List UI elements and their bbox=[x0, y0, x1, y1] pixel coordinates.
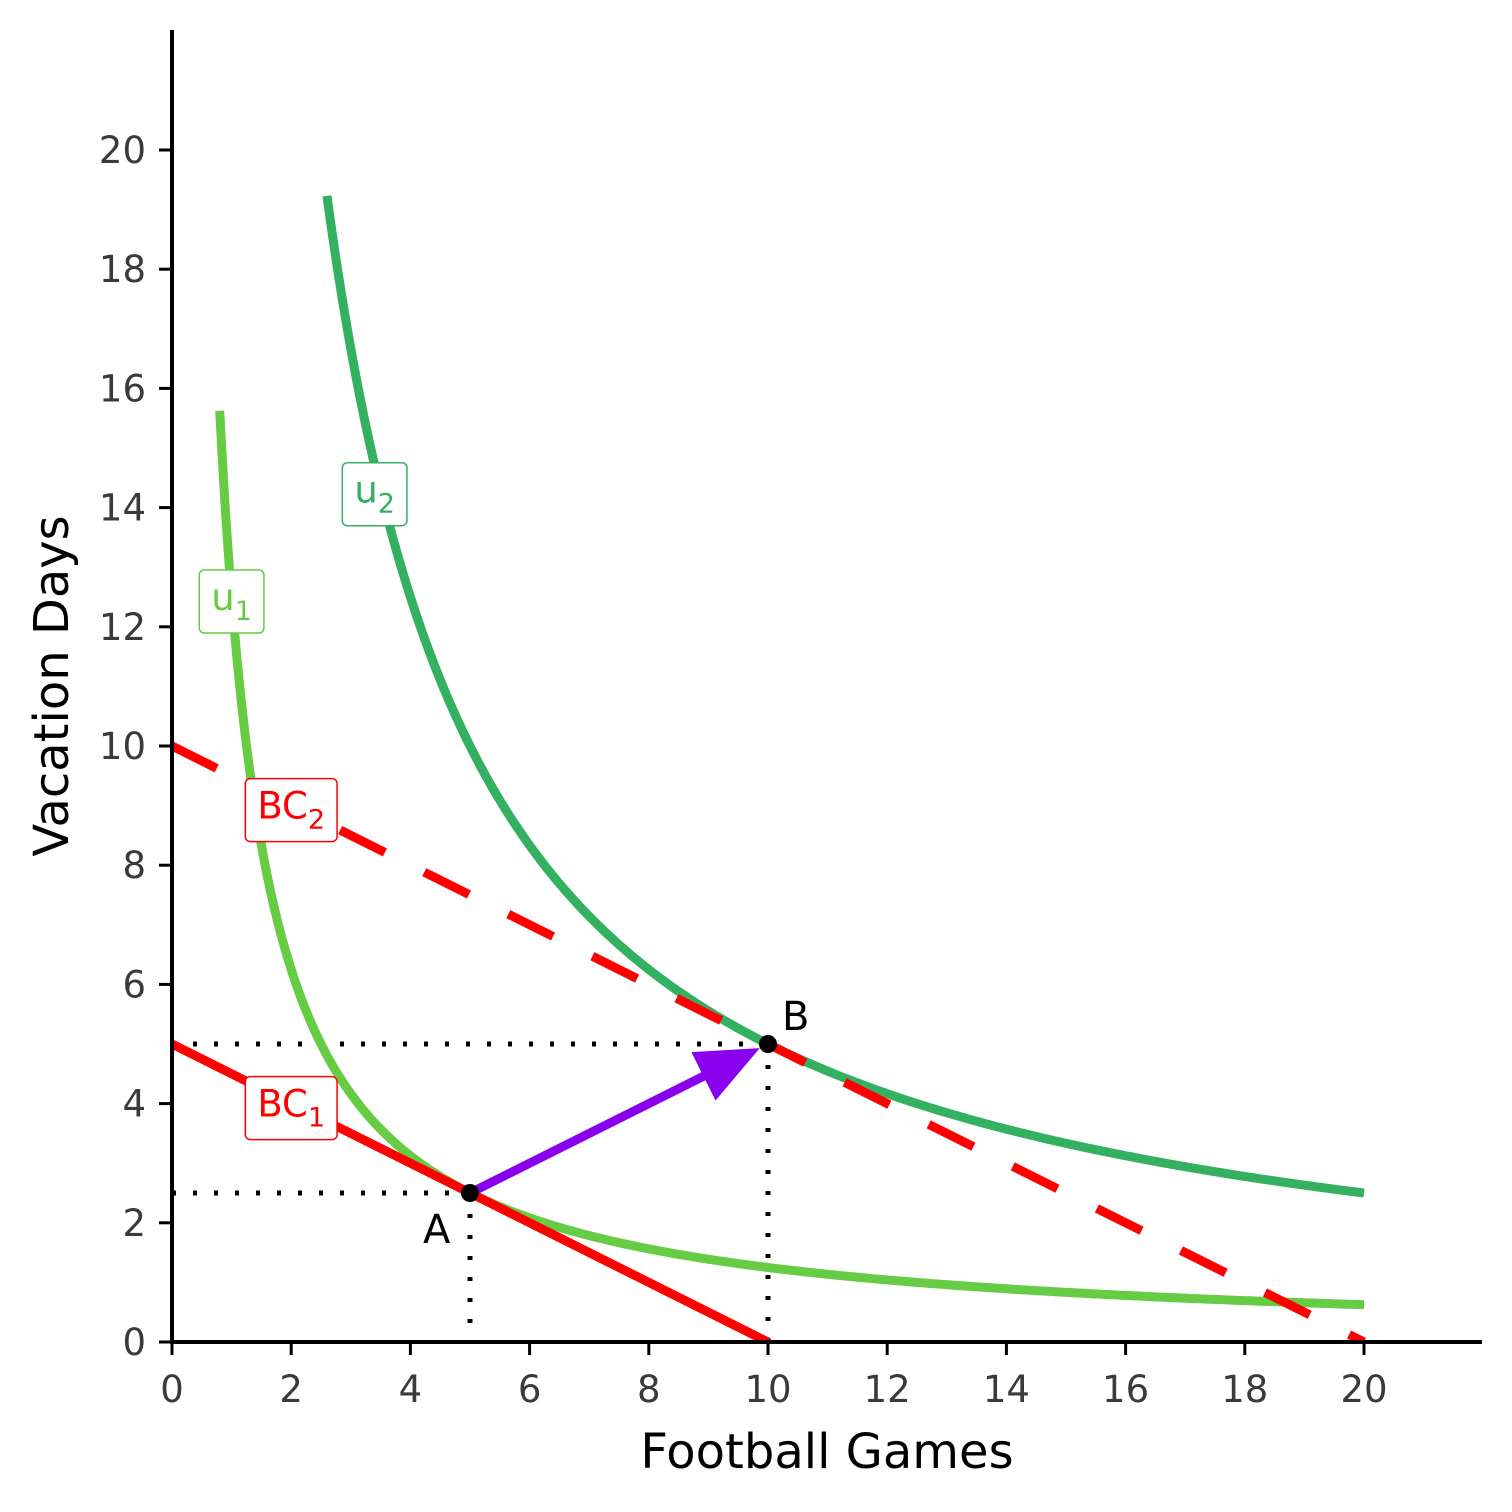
u1-label-text: u1 bbox=[211, 576, 252, 627]
movement-arrow-layer bbox=[467, 1048, 760, 1198]
x-tick-label: 12 bbox=[864, 1368, 911, 1411]
u2-label-main: u bbox=[354, 469, 377, 512]
x-tick-label: 10 bbox=[744, 1368, 791, 1411]
x-tick-label: 14 bbox=[983, 1368, 1030, 1411]
u1-curve bbox=[215, 410, 1366, 1310]
x-tick-label: 8 bbox=[637, 1368, 661, 1411]
x-ticks: 0 2 4 6 8 10 12 14 16 18 20 bbox=[160, 1342, 1388, 1411]
y-ticks: 0 2 4 6 8 10 12 14 16 18 20 bbox=[99, 129, 172, 1364]
y-tick-label: 0 bbox=[122, 1321, 146, 1364]
BC1-label-box bbox=[244, 1075, 338, 1141]
BC2-label-box bbox=[244, 777, 338, 843]
x-tick-label: 16 bbox=[1102, 1368, 1149, 1411]
u1-label-subscript: 1 bbox=[235, 596, 252, 627]
y-tick-label: 12 bbox=[99, 606, 146, 649]
y-tick-label: 10 bbox=[99, 725, 146, 768]
BC1-label-main: BC bbox=[257, 1083, 308, 1126]
BC2-label-subscript: 2 bbox=[308, 805, 325, 836]
BC2-label-main: BC bbox=[257, 785, 308, 828]
BC2-label: BC2 bbox=[244, 777, 338, 843]
y-axis-title: Vacation Days bbox=[24, 515, 80, 856]
y-tick-label: 14 bbox=[99, 487, 146, 530]
y-tick-label: 2 bbox=[122, 1202, 146, 1245]
BC1-label: BC1 bbox=[244, 1075, 338, 1141]
y-tick-label: 18 bbox=[99, 248, 146, 291]
u1-label-main: u bbox=[211, 576, 234, 619]
points: AB bbox=[423, 994, 809, 1253]
x-tick-label: 18 bbox=[1221, 1368, 1268, 1411]
y-tick-label: 6 bbox=[122, 963, 146, 1006]
y-tick-label: 16 bbox=[99, 367, 146, 410]
BC1-label-text: BC1 bbox=[257, 1083, 325, 1134]
y-tick-label: 4 bbox=[122, 1083, 146, 1126]
x-tick-label: 0 bbox=[160, 1368, 184, 1411]
BC1-label-subscript: 1 bbox=[308, 1103, 325, 1134]
x-tick-label: 20 bbox=[1340, 1368, 1387, 1411]
movement-arrow bbox=[467, 1048, 760, 1198]
u2-label-text: u2 bbox=[354, 469, 395, 520]
x-axis-title: Football Games bbox=[640, 1424, 1013, 1480]
u1-label-box bbox=[198, 569, 265, 634]
u2-curve bbox=[322, 195, 1366, 1198]
BC2-label-text: BC2 bbox=[257, 785, 325, 836]
u2-label: u2 bbox=[341, 461, 408, 527]
x-tick-label: 6 bbox=[518, 1368, 542, 1411]
guide-lines bbox=[172, 1041, 771, 1342]
u1-label: u1 bbox=[198, 569, 265, 634]
point-B bbox=[759, 1035, 777, 1053]
point-label-B: B bbox=[782, 994, 809, 1040]
x-tick-label: 2 bbox=[279, 1368, 303, 1411]
y-tick-label: 8 bbox=[122, 844, 146, 887]
x-tick-label: 4 bbox=[399, 1368, 423, 1411]
point-label-A: A bbox=[423, 1207, 451, 1253]
y-tick-label: 20 bbox=[99, 129, 146, 172]
point-A bbox=[461, 1184, 479, 1202]
u2-label-box bbox=[341, 461, 408, 527]
u2-label-subscript: 2 bbox=[378, 489, 395, 520]
